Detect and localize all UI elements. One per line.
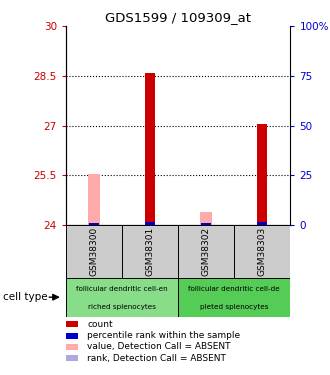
- Title: GDS1599 / 109309_at: GDS1599 / 109309_at: [105, 11, 251, 24]
- Text: GSM38301: GSM38301: [146, 226, 155, 276]
- Bar: [257, 222, 267, 225]
- Text: GSM38302: GSM38302: [202, 226, 211, 276]
- Bar: [200, 212, 213, 225]
- Bar: [178, 278, 290, 317]
- Text: GSM38300: GSM38300: [89, 226, 99, 276]
- Bar: [257, 124, 267, 225]
- Bar: [88, 224, 95, 225]
- Text: follicular dendritic cell-en: follicular dendritic cell-en: [76, 285, 168, 291]
- Text: riched splenocytes: riched splenocytes: [88, 304, 156, 310]
- Text: cell type: cell type: [3, 292, 48, 302]
- Text: GSM38303: GSM38303: [258, 226, 267, 276]
- Bar: [145, 222, 155, 225]
- Text: follicular dendritic cell-de: follicular dendritic cell-de: [188, 285, 280, 291]
- Text: rank, Detection Call = ABSENT: rank, Detection Call = ABSENT: [87, 354, 226, 363]
- Bar: [178, 225, 234, 278]
- Bar: [66, 278, 178, 317]
- Text: value, Detection Call = ABSENT: value, Detection Call = ABSENT: [87, 342, 231, 351]
- Text: pleted splenocytes: pleted splenocytes: [200, 304, 269, 310]
- Text: count: count: [87, 320, 113, 329]
- Bar: [234, 225, 290, 278]
- Bar: [145, 73, 155, 225]
- Bar: [88, 174, 100, 225]
- Bar: [89, 223, 99, 225]
- Bar: [201, 223, 211, 225]
- Bar: [122, 225, 178, 278]
- Text: percentile rank within the sample: percentile rank within the sample: [87, 331, 241, 340]
- Bar: [201, 224, 207, 225]
- Bar: [66, 225, 122, 278]
